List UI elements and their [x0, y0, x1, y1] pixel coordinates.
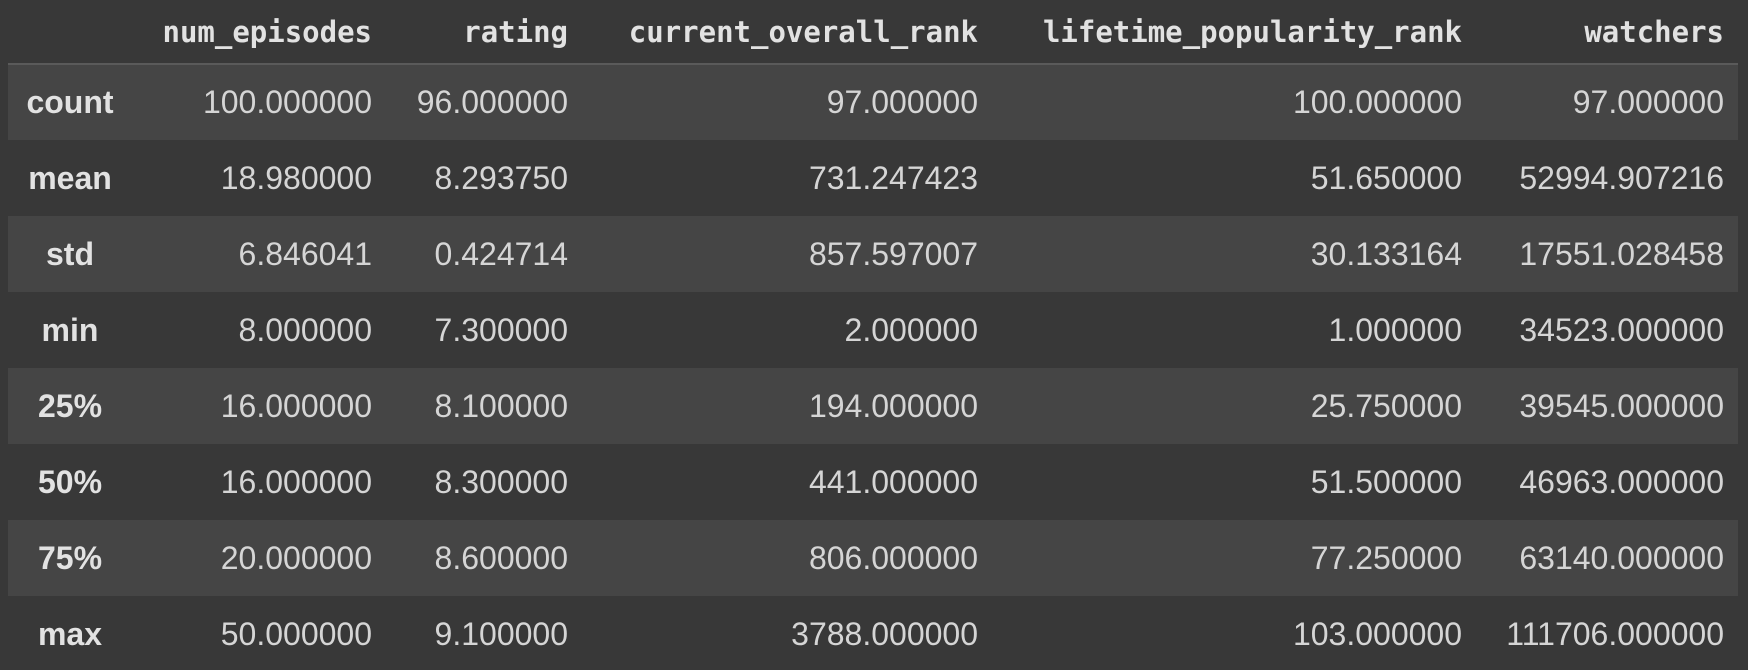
row-label: 25%	[37, 387, 103, 424]
table-cell: 8.293750	[434, 159, 568, 196]
table-cell: 16.000000	[220, 463, 372, 500]
table-cell: 9.100000	[434, 615, 568, 652]
table-row: count 100.000000 96.000000 97.000000 100…	[8, 64, 1738, 140]
table-row: 50% 16.000000 8.300000 441.000000 51.500…	[8, 444, 1738, 520]
table-row: 25% 16.000000 8.100000 194.000000 25.750…	[8, 368, 1738, 444]
table-cell: 806.000000	[808, 539, 978, 576]
table-row: max 50.000000 9.100000 3788.000000 103.0…	[8, 596, 1738, 670]
table-cell: 50.000000	[220, 615, 372, 652]
table-row: mean 18.980000 8.293750 731.247423 51.65…	[8, 140, 1738, 216]
table-cell: 731.247423	[808, 159, 978, 196]
table-cell: 441.000000	[808, 463, 978, 500]
column-header-num-episodes: num_episodes	[132, 0, 386, 65]
header-row: num_episodes rating current_overall_rank…	[8, 0, 1738, 65]
table-cell: 51.650000	[1310, 159, 1462, 196]
table-cell: 194.000000	[808, 387, 978, 424]
table-body: count 100.000000 96.000000 97.000000 100…	[8, 64, 1738, 670]
row-label: mean	[28, 159, 112, 196]
column-header-watchers: watchers	[1476, 0, 1738, 65]
table-cell: 30.133164	[1310, 235, 1462, 272]
table-cell: 111706.000000	[1506, 615, 1724, 652]
table-cell: 18.980000	[220, 159, 372, 196]
table-cell: 857.597007	[808, 235, 978, 272]
table-cell: 16.000000	[220, 387, 372, 424]
table-cell: 100.000000	[202, 84, 372, 120]
table-cell: 39545.000000	[1519, 387, 1724, 424]
row-label: std	[46, 235, 94, 272]
column-header-lifetime-popularity-rank: lifetime_popularity_rank	[992, 0, 1476, 65]
table-cell: 25.750000	[1310, 387, 1462, 424]
table-cell: 0.424714	[434, 235, 568, 272]
table-header: num_episodes rating current_overall_rank…	[8, 0, 1738, 65]
table-cell: 17551.028458	[1519, 235, 1724, 272]
column-header-current-overall-rank: current_overall_rank	[582, 0, 992, 65]
table-row: min 8.000000 7.300000 2.000000 1.000000 …	[8, 292, 1738, 368]
table-cell: 34523.000000	[1519, 311, 1724, 348]
table-cell: 8.100000	[434, 387, 568, 424]
table-cell: 97.000000	[1572, 84, 1724, 120]
table-cell: 3788.000000	[791, 615, 978, 652]
row-label: min	[41, 311, 99, 348]
column-header-rating: rating	[386, 0, 582, 65]
row-label: max	[37, 615, 103, 652]
table-cell: 52994.907216	[1519, 159, 1724, 196]
table-cell: 46963.000000	[1519, 463, 1724, 500]
table-cell: 6.846041	[238, 235, 372, 272]
table-cell: 103.000000	[1292, 615, 1462, 652]
table-cell: 100.000000	[1292, 84, 1462, 120]
table-cell: 2.000000	[844, 311, 978, 348]
row-label: 50%	[37, 463, 103, 500]
table-cell: 20.000000	[220, 539, 372, 576]
table-cell: 7.300000	[434, 311, 568, 348]
table-cell: 97.000000	[826, 84, 978, 120]
describe-table: num_episodes rating current_overall_rank…	[8, 0, 1738, 670]
table-row: 75% 20.000000 8.600000 806.000000 77.250…	[8, 520, 1738, 596]
index-header	[8, 0, 132, 65]
table-cell: 77.250000	[1310, 539, 1462, 576]
table-cell: 51.500000	[1310, 463, 1462, 500]
row-label: count	[26, 84, 114, 120]
table-cell: 63140.000000	[1519, 539, 1724, 576]
table-cell: 8.000000	[238, 311, 372, 348]
table-row: std 6.846041 0.424714 857.597007 30.1331…	[8, 216, 1738, 292]
row-label: 75%	[37, 539, 103, 576]
table-cell: 8.300000	[434, 463, 568, 500]
table-cell: 1.000000	[1328, 311, 1462, 348]
table-cell: 8.600000	[434, 539, 568, 576]
table-cell: 96.000000	[416, 84, 568, 120]
